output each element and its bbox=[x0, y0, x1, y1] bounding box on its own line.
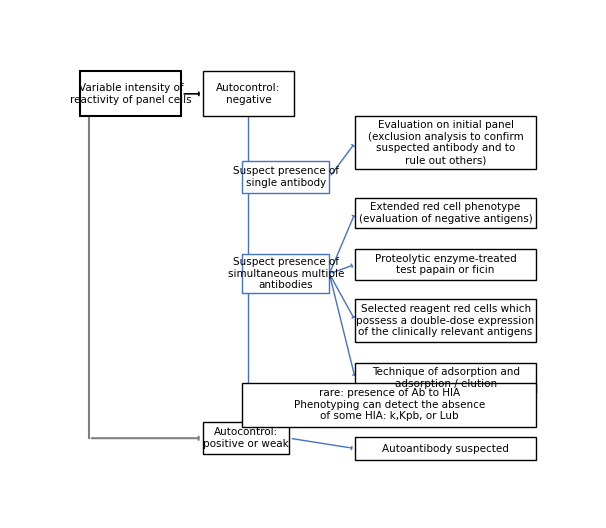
FancyBboxPatch shape bbox=[355, 116, 536, 169]
Text: Proteolytic enzyme-treated
test papain or ficin: Proteolytic enzyme-treated test papain o… bbox=[375, 253, 516, 275]
FancyBboxPatch shape bbox=[355, 437, 536, 460]
FancyBboxPatch shape bbox=[202, 422, 290, 455]
Text: Technique of adsorption and
adsorption / elution: Technique of adsorption and adsorption /… bbox=[371, 367, 519, 389]
FancyBboxPatch shape bbox=[242, 254, 330, 293]
Text: Autoantibody suspected: Autoantibody suspected bbox=[382, 444, 509, 454]
FancyBboxPatch shape bbox=[202, 71, 294, 116]
Text: Selected reagent red cells which
possess a double-dose expression
of the clinica: Selected reagent red cells which possess… bbox=[356, 304, 534, 337]
FancyBboxPatch shape bbox=[242, 382, 536, 427]
FancyBboxPatch shape bbox=[355, 363, 536, 393]
FancyBboxPatch shape bbox=[355, 249, 536, 280]
Text: Suspect presence of
single antibody: Suspect presence of single antibody bbox=[233, 166, 339, 188]
Text: Autocontrol:
negative: Autocontrol: negative bbox=[216, 83, 281, 105]
FancyBboxPatch shape bbox=[355, 299, 536, 342]
Text: Suspect presence of
simultaneous multiple
antibodies: Suspect presence of simultaneous multipl… bbox=[228, 257, 344, 290]
FancyBboxPatch shape bbox=[355, 197, 536, 228]
FancyBboxPatch shape bbox=[81, 71, 181, 116]
Text: Variable intensity of
reactivity of panel cells: Variable intensity of reactivity of pane… bbox=[70, 83, 191, 105]
Text: Extended red cell phenotype
(evaluation of negative antigens): Extended red cell phenotype (evaluation … bbox=[359, 202, 533, 223]
FancyBboxPatch shape bbox=[242, 161, 330, 193]
Text: rare: presence of Ab to HIA
Phenotyping can detect the absence
of some HIA: k,Kp: rare: presence of Ab to HIA Phenotyping … bbox=[294, 388, 485, 421]
Text: Autocontrol:
positive or weak: Autocontrol: positive or weak bbox=[203, 427, 289, 449]
Text: Evaluation on initial panel
(exclusion analysis to confirm
suspected antibody an: Evaluation on initial panel (exclusion a… bbox=[368, 120, 524, 165]
